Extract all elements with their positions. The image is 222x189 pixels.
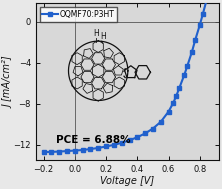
OQMF70:P3HT <box>159 121 162 123</box>
Y-axis label: J [mA/cm²]: J [mA/cm²] <box>4 56 14 108</box>
OQMF70:P3HT <box>120 142 123 144</box>
OQMF70:P3HT <box>175 94 178 97</box>
OQMF70:P3HT <box>178 86 181 89</box>
OQMF70:P3HT <box>89 148 92 150</box>
OQMF70:P3HT <box>113 144 115 146</box>
Text: PCE = 6.88%: PCE = 6.88% <box>56 135 131 145</box>
OQMF70:P3HT <box>183 74 186 76</box>
OQMF70:P3HT <box>186 65 189 67</box>
OQMF70:P3HT <box>81 149 84 151</box>
OQMF70:P3HT <box>191 50 193 53</box>
OQMF70:P3HT <box>202 13 204 15</box>
OQMF70:P3HT <box>97 147 100 149</box>
OQMF70:P3HT <box>42 151 45 153</box>
OQMF70:P3HT <box>152 127 154 130</box>
OQMF70:P3HT <box>144 132 147 135</box>
OQMF70:P3HT <box>194 39 196 42</box>
OQMF70:P3HT <box>167 110 170 113</box>
OQMF70:P3HT <box>105 145 107 148</box>
Legend: OQMF70:P3HT: OQMF70:P3HT <box>40 7 117 22</box>
OQMF70:P3HT <box>58 150 61 153</box>
OQMF70:P3HT <box>198 24 201 26</box>
OQMF70:P3HT <box>50 151 53 153</box>
OQMF70:P3HT <box>136 136 139 138</box>
OQMF70:P3HT <box>172 102 174 104</box>
OQMF70:P3HT <box>66 150 68 152</box>
X-axis label: Voltage [V]: Voltage [V] <box>100 176 154 186</box>
OQMF70:P3HT <box>128 139 131 141</box>
OQMF70:P3HT <box>73 149 76 152</box>
Line: OQMF70:P3HT: OQMF70:P3HT <box>42 0 218 154</box>
